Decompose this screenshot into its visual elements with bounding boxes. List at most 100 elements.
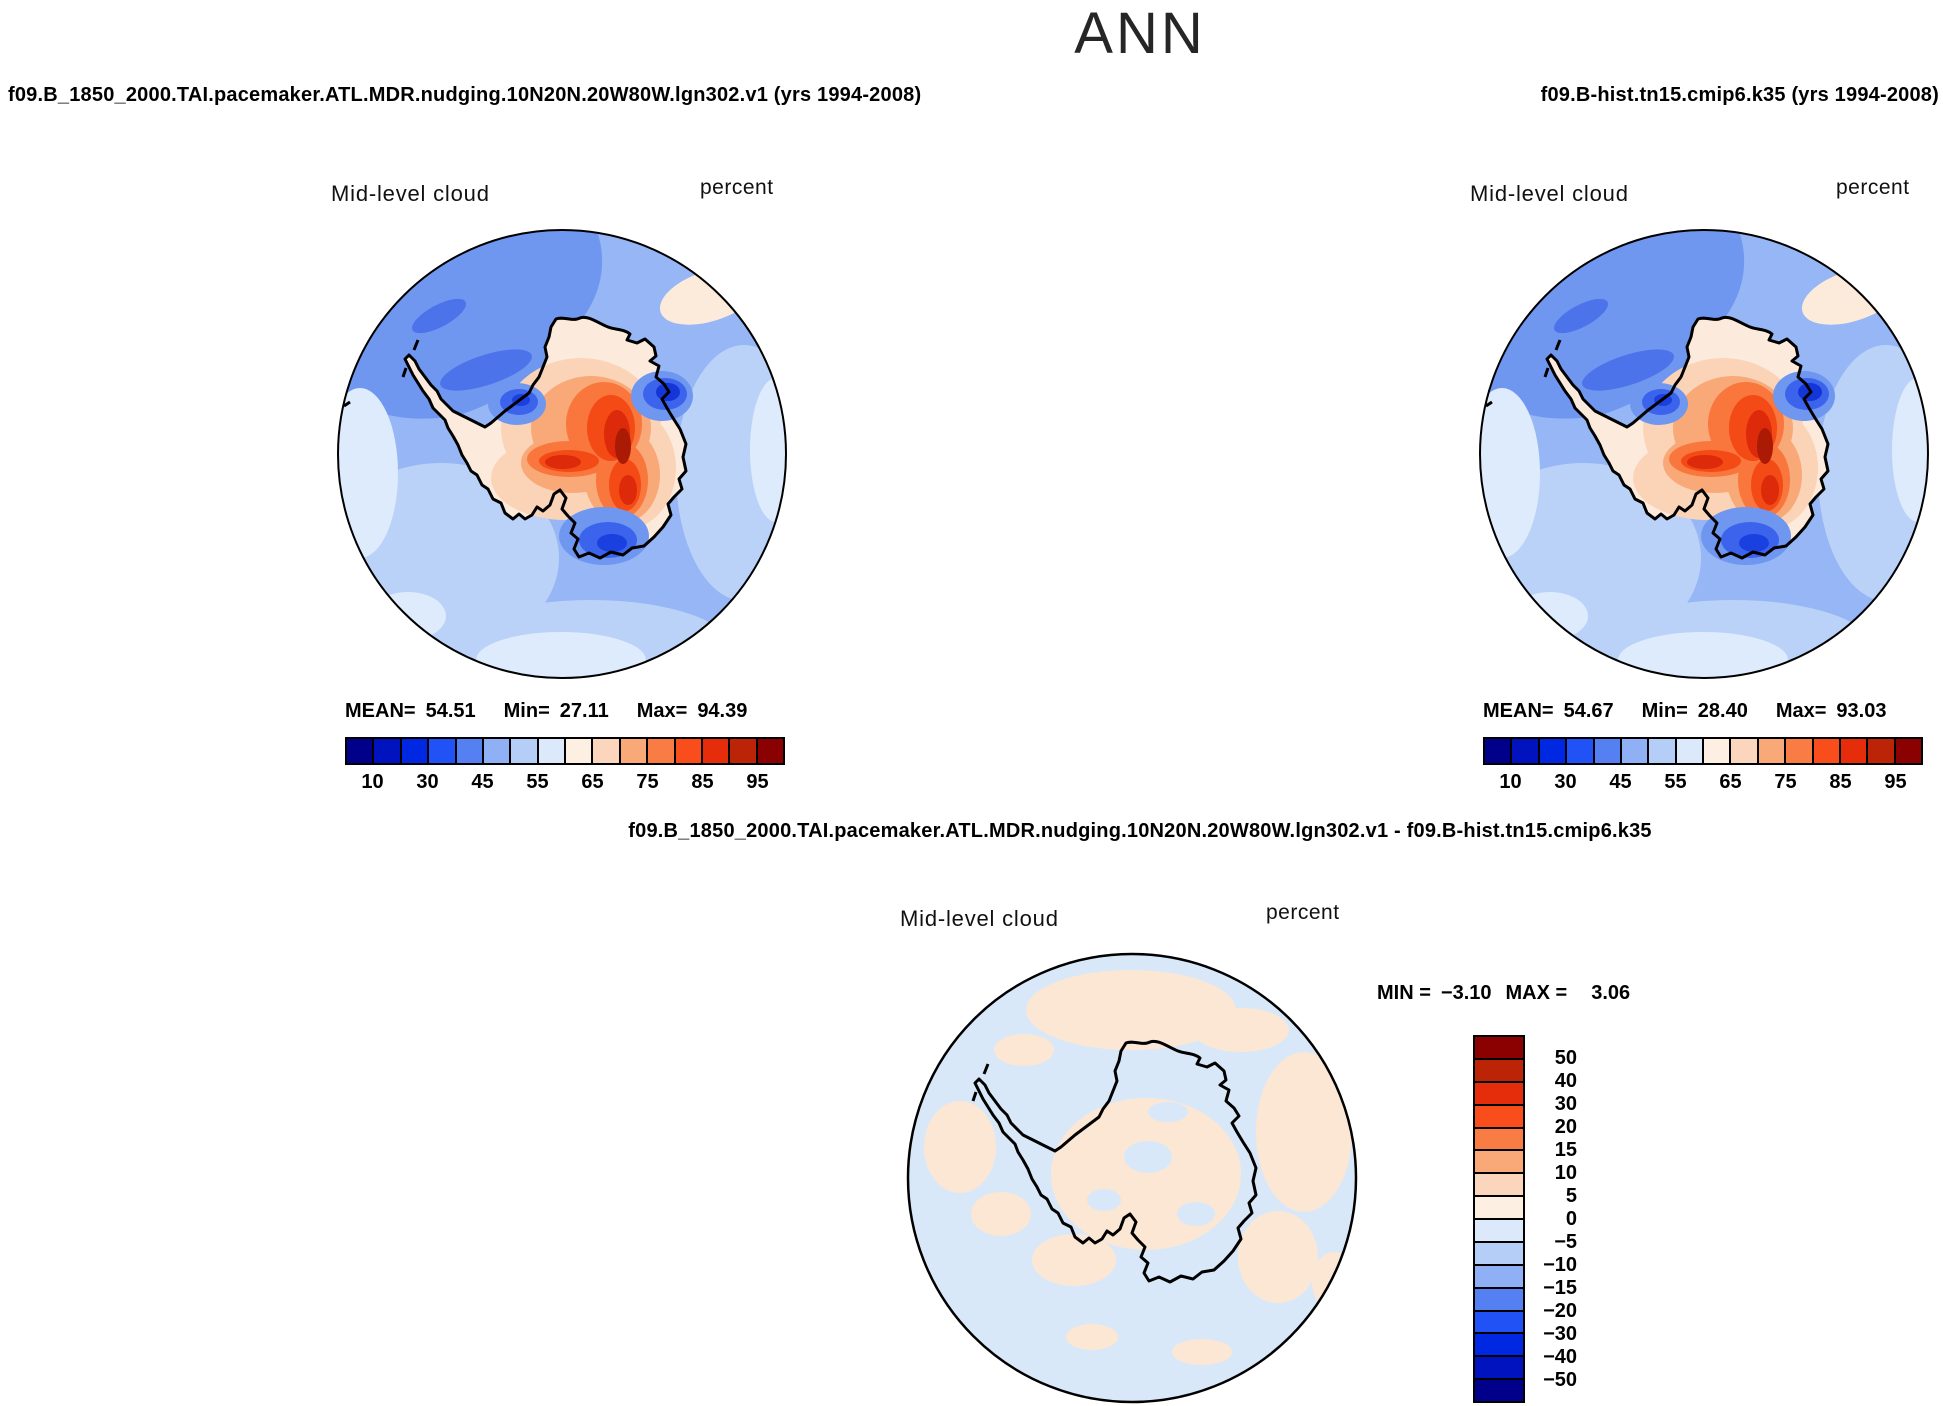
- colorbar-cell: [536, 739, 564, 763]
- colorbar-cell: [1475, 1195, 1523, 1218]
- colorbar-cell: [1475, 1057, 1523, 1081]
- case1-polar-map: [336, 228, 788, 680]
- colorbar-cell: [1702, 739, 1730, 763]
- colorbar-tick-label: 75: [1774, 771, 1797, 793]
- diff-polar-map: [906, 952, 1358, 1404]
- max-label: MAX =: [1505, 982, 1568, 1004]
- min-label: MIN =: [1377, 982, 1431, 1004]
- colorbar-cell: [1619, 739, 1648, 763]
- colorbar-cell: [481, 739, 510, 763]
- colorbar-tick-label: 5: [1565, 1185, 1577, 1207]
- colorbar-cell: [1485, 739, 1511, 763]
- colorbar-tick-label: 10: [1554, 1162, 1577, 1184]
- mean-value: 54.67: [1563, 700, 1614, 722]
- colorbar-tick-label: 30: [416, 771, 439, 793]
- colorbar-cell: [1475, 1037, 1523, 1058]
- colorbar-cell: [1475, 1378, 1523, 1401]
- colorbar-tick-label: 30: [1554, 1093, 1577, 1115]
- colorbar-cell: [1838, 739, 1867, 763]
- case2-units-label: percent: [1836, 176, 1910, 199]
- colorbar-cell: [1475, 1240, 1523, 1264]
- colorbar-tick-label: 15: [1554, 1139, 1577, 1161]
- colorbar-cell: [1784, 739, 1812, 763]
- colorbar-cell: [591, 739, 619, 763]
- colorbar-cell: [1475, 1286, 1523, 1310]
- colorbar-cell: [728, 739, 756, 763]
- colorbar-cell: [1475, 1103, 1523, 1127]
- colorbar-cell: [1510, 739, 1538, 763]
- case1-colorbar: 10 30 45 55 65 75 85 95: [345, 737, 785, 793]
- colorbar-tick-label: 75: [636, 771, 659, 793]
- diff-header: f09.B_1850_2000.TAI.pacemaker.ATL.MDR.nu…: [628, 820, 1652, 842]
- colorbar-tick-label: −50: [1543, 1369, 1577, 1391]
- colorbar-tick-label: 65: [1719, 771, 1742, 793]
- max-value: 94.39: [697, 700, 748, 722]
- colorbar-cell: [700, 739, 729, 763]
- colorbar-tick-label: 10: [361, 771, 384, 793]
- colorbar-cell: [509, 739, 537, 763]
- colorbar-cell: [427, 739, 455, 763]
- case1-units-label: percent: [700, 176, 774, 199]
- colorbar-tick-label: −40: [1543, 1346, 1577, 1368]
- min-value: 28.40: [1697, 700, 1748, 722]
- colorbar-cell: [1475, 1149, 1523, 1173]
- colorbar-cell: [454, 739, 482, 763]
- colorbar-cell: [646, 739, 674, 763]
- case2-polar-map: [1478, 228, 1930, 680]
- case1-variable-label: Mid-level cloud: [331, 181, 490, 206]
- diff-colorbar: 50 40 30 20 15 10 5 0 −5 −10 −15 −20 −30 −40 −50: [1473, 1035, 1593, 1403]
- max-label: Max=: [1775, 700, 1827, 722]
- min-value: 27.11: [559, 700, 609, 722]
- colorbar-tick-label: 85: [691, 771, 714, 793]
- case2-header: f09.B-hist.tn15.cmip6.k35 (yrs 1994-2008…: [1540, 84, 1939, 106]
- colorbar-tick-label: 10: [1499, 771, 1522, 793]
- colorbar-cell: [1475, 1080, 1523, 1104]
- colorbar-tick-label: 45: [471, 771, 494, 793]
- case1-header: f09.B_1850_2000.TAI.pacemaker.ATL.MDR.nu…: [8, 84, 922, 106]
- colorbar-cell: [1893, 739, 1921, 763]
- polar-map-svg: [906, 952, 1358, 1404]
- case2-variable-label: Mid-level cloud: [1470, 181, 1629, 206]
- colorbar-cell: [1592, 739, 1620, 763]
- colorbar-tick-label: 30: [1554, 771, 1577, 793]
- colorbar-tick-label: 0: [1565, 1208, 1577, 1230]
- colorbar-cell: [755, 739, 783, 763]
- colorbar-cell: [564, 739, 592, 763]
- colorbar-tick-label: 95: [1884, 771, 1907, 793]
- diff-variable-label: Mid-level cloud: [900, 906, 1059, 931]
- mean-value: 54.51: [425, 700, 476, 722]
- colorbar-tick-label: −20: [1543, 1300, 1577, 1322]
- colorbar-cell: [1475, 1332, 1523, 1356]
- colorbar-cell: [347, 739, 373, 763]
- colorbar-cells: [345, 737, 785, 765]
- min-value: −3.10: [1440, 982, 1492, 1004]
- case1-stats: MEAN= 54.51 Min= 27.11 Max= 94.39: [345, 700, 747, 723]
- colorbar-cell: [1674, 739, 1702, 763]
- colorbar-tick-label: 40: [1554, 1070, 1577, 1092]
- colorbar-tick-label: 45: [1609, 771, 1632, 793]
- colorbar-tick-label: 85: [1829, 771, 1852, 793]
- colorbar-cell: [1756, 739, 1785, 763]
- colorbar-cell: [1729, 739, 1757, 763]
- colorbar-cell: [1475, 1309, 1523, 1333]
- colorbar-tick-label: −15: [1543, 1277, 1577, 1299]
- case2-stats: MEAN= 54.67 Min= 28.40 Max= 93.03: [1483, 700, 1886, 723]
- diff-stats: MIN = −3.10 MAX = 3.06: [1377, 982, 1630, 1005]
- mean-label: MEAN=: [345, 700, 416, 722]
- max-value: 3.06: [1591, 982, 1631, 1004]
- colorbar-tick-label: −10: [1543, 1254, 1577, 1276]
- colorbar-cell: [372, 739, 400, 763]
- colorbar-cell: [1475, 1126, 1523, 1150]
- colorbar-cell: [1475, 1263, 1523, 1287]
- diff-units-label: percent: [1266, 901, 1340, 924]
- max-label: Max=: [636, 700, 688, 722]
- colorbar-cell: [399, 739, 428, 763]
- min-label: Min=: [1641, 700, 1688, 722]
- colorbar-cell: [1475, 1355, 1523, 1379]
- colorbar-cell: [1647, 739, 1675, 763]
- colorbar-tick-label: 95: [746, 771, 769, 793]
- colorbar-cell: [1475, 1172, 1523, 1196]
- max-value: 93.03: [1836, 700, 1887, 722]
- mean-label: MEAN=: [1483, 700, 1554, 722]
